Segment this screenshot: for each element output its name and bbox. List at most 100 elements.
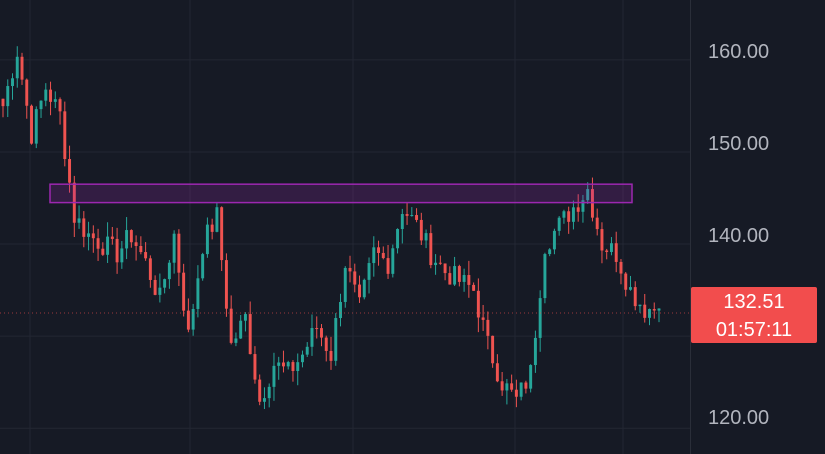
candle-body bbox=[39, 100, 43, 110]
candle-body bbox=[158, 287, 162, 295]
candle-body bbox=[457, 266, 461, 282]
candle-body bbox=[524, 382, 528, 389]
candle-body bbox=[281, 362, 285, 367]
candle-body bbox=[167, 262, 171, 280]
candle-body bbox=[229, 308, 233, 343]
candle-body bbox=[324, 337, 328, 351]
candle-body bbox=[205, 224, 209, 255]
candle-body bbox=[110, 236, 114, 239]
candle-body bbox=[115, 238, 119, 263]
candle-body bbox=[286, 362, 290, 367]
candle-body bbox=[576, 207, 580, 212]
candle-body bbox=[77, 218, 81, 223]
candle-body bbox=[372, 247, 376, 264]
candle-body bbox=[377, 247, 381, 253]
candle-body bbox=[258, 379, 262, 402]
candle-body bbox=[434, 262, 438, 266]
candle-body bbox=[91, 233, 95, 239]
candle-body bbox=[210, 224, 214, 232]
candle-body bbox=[153, 279, 157, 295]
candle-body bbox=[505, 383, 509, 391]
candle-body bbox=[101, 248, 105, 255]
candle-body bbox=[239, 320, 243, 339]
candle-body bbox=[177, 233, 181, 273]
candle-body bbox=[415, 215, 419, 220]
candle-body bbox=[429, 233, 433, 266]
candle-body bbox=[476, 290, 480, 318]
candle-body bbox=[58, 99, 62, 112]
candle-body bbox=[657, 308, 661, 311]
y-tick-label: 160.00 bbox=[708, 41, 770, 63]
candle-body bbox=[196, 278, 200, 309]
candle-body bbox=[514, 389, 518, 397]
candle-body bbox=[96, 238, 100, 249]
candle-body bbox=[305, 346, 309, 355]
candle-body bbox=[334, 318, 338, 361]
candle-body bbox=[405, 214, 409, 216]
candle-body bbox=[144, 252, 148, 259]
candle-body bbox=[472, 284, 476, 291]
candle-body bbox=[310, 328, 314, 347]
candle-body bbox=[529, 365, 533, 389]
candle-body bbox=[353, 271, 357, 285]
candle-body bbox=[44, 89, 48, 101]
candle-body bbox=[396, 229, 400, 249]
candle-body bbox=[215, 207, 219, 232]
candle-body bbox=[68, 159, 72, 183]
candle-body bbox=[243, 314, 247, 321]
candle-body bbox=[624, 273, 628, 290]
candle-body bbox=[343, 267, 347, 302]
candle-body bbox=[633, 287, 637, 307]
candle-body bbox=[129, 230, 133, 243]
candle-body bbox=[543, 254, 547, 299]
candle-body bbox=[448, 273, 452, 285]
candle-body bbox=[491, 335, 495, 364]
candle-body bbox=[619, 261, 623, 274]
candle-body bbox=[400, 214, 404, 230]
candle-body bbox=[134, 242, 138, 246]
candle-body bbox=[481, 317, 485, 320]
candle-body bbox=[53, 99, 57, 102]
candle-body bbox=[486, 319, 490, 336]
candle-body bbox=[148, 258, 152, 280]
candle-body bbox=[510, 383, 514, 390]
candle-body bbox=[381, 252, 385, 259]
candle-body bbox=[220, 207, 224, 261]
candle-body bbox=[49, 89, 53, 102]
candle-body bbox=[462, 275, 466, 282]
candle-body bbox=[538, 298, 542, 338]
candle-body bbox=[30, 105, 33, 144]
candle-body bbox=[548, 249, 552, 255]
candle-body bbox=[301, 354, 304, 363]
candle-body bbox=[629, 287, 632, 290]
candle-body bbox=[201, 254, 205, 279]
candle-body bbox=[581, 200, 585, 212]
candle-body bbox=[595, 217, 599, 230]
candle-body bbox=[15, 56, 19, 79]
candle-body bbox=[172, 233, 176, 263]
candle-body bbox=[410, 215, 414, 217]
candle-body bbox=[438, 262, 442, 264]
candle-body bbox=[20, 56, 24, 80]
candle-body bbox=[557, 217, 561, 231]
candle-body bbox=[386, 258, 390, 274]
bar-countdown: 01:57:11 bbox=[715, 319, 793, 341]
candle-body bbox=[495, 363, 499, 382]
candle-body bbox=[262, 398, 266, 402]
candle-body bbox=[609, 243, 613, 252]
candle-body bbox=[348, 267, 352, 272]
candle-body bbox=[443, 263, 447, 274]
candle-body bbox=[643, 304, 647, 318]
candle-body bbox=[358, 284, 361, 298]
candle-body bbox=[87, 233, 91, 237]
candle-body bbox=[652, 309, 656, 311]
y-tick-label: 140.00 bbox=[708, 225, 770, 247]
candle-body bbox=[467, 275, 471, 285]
candle-body bbox=[291, 362, 295, 372]
candle-body bbox=[567, 211, 571, 222]
candle-body bbox=[186, 310, 190, 330]
candle-body bbox=[391, 248, 395, 274]
candle-body bbox=[424, 233, 428, 241]
candle-body bbox=[614, 243, 618, 262]
